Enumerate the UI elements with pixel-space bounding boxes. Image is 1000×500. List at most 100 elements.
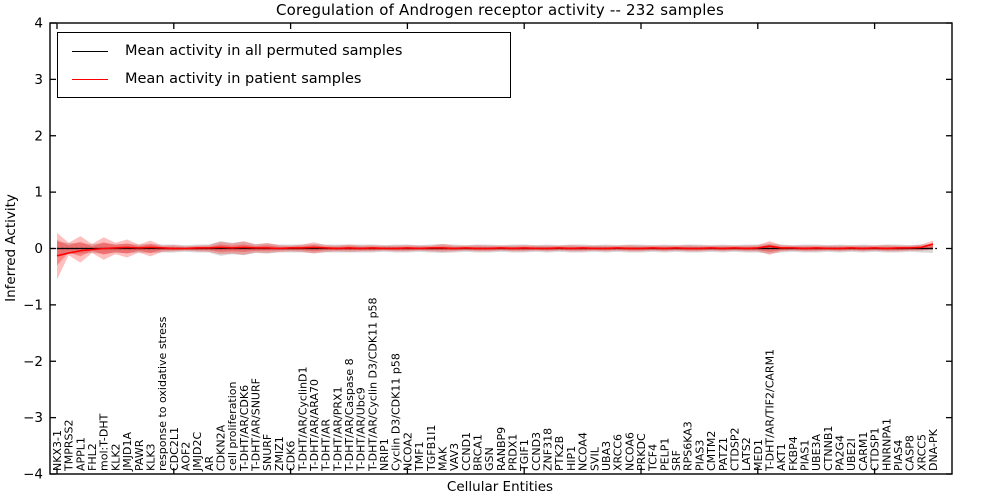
x-tick-label: CTDSP1 (869, 428, 882, 471)
permuted-line-swatch (72, 50, 108, 52)
x-tick-label: cell proliferation (226, 381, 239, 471)
legend-entry-patient: Mean activity in patient samples (58, 65, 510, 93)
x-tick-label: FKBP4 (787, 436, 800, 471)
x-tick-label: KLK2 (109, 443, 122, 471)
x-tick-label: VAV3 (448, 443, 461, 471)
patient-line-swatch (72, 78, 108, 80)
legend: Mean activity in all permuted samples Me… (57, 32, 511, 98)
x-tick-label: SRF (670, 450, 683, 471)
x-tick-label: ZMIZ1 (273, 436, 286, 471)
x-tick-label: UBE2I (845, 438, 858, 471)
y-tick-label: −4 (23, 467, 43, 483)
x-tick-label: MAK (436, 446, 449, 471)
x-tick-label: T-DHT/AR/Caspase 8 (343, 358, 356, 472)
y-tick-label: −1 (23, 297, 43, 313)
x-tick-label: TMPRSS2 (63, 420, 76, 472)
x-tick-label: PELP1 (658, 438, 671, 471)
x-tick-label: mol:T-DHT (98, 413, 111, 471)
x-tick-label: NCOA4 (577, 432, 590, 471)
legend-entry-permuted: Mean activity in all permuted samples (58, 37, 510, 65)
x-tick-label: T-DHT/AR/Cyclin D3/CDK11 p58 (366, 297, 379, 472)
x-tick-label: CASP8 (904, 435, 917, 471)
x-tick-label: RPS6KA3 (682, 421, 695, 471)
x-tick-label: ZNF318 (542, 428, 555, 471)
x-tick-label: T-DHT/AR/Ubc9 (355, 387, 368, 472)
patient-samples-spread-outer-band (57, 232, 933, 280)
x-tick-label: TCF4 (647, 444, 660, 472)
x-tick-label: NRIP1 (378, 438, 391, 471)
x-tick-label: PA2G4 (834, 435, 847, 471)
x-tick-label: PRDX1 (507, 434, 520, 471)
y-tick-label: 0 (34, 241, 43, 257)
y-tick-label: 2 (34, 128, 43, 144)
x-tick-label: KLK3 (144, 443, 157, 471)
x-tick-label: T-DHT/AR (320, 419, 333, 472)
x-tick-label: SNURF (261, 434, 274, 471)
x-tick-label: TMF1 (413, 441, 426, 472)
x-tick-label: NCOA6 (623, 432, 636, 471)
x-tick-label: PIAS3 (693, 440, 706, 471)
y-tick-label: −3 (23, 410, 43, 426)
x-tick-label: CTDSP2 (728, 428, 741, 471)
x-tick-label: CCND1 (460, 432, 473, 471)
x-tick-label: T-DHT/AR/TIF2/CARM1 (763, 349, 776, 472)
x-tick-label: PTK2B (553, 436, 566, 471)
x-tick-label: TGIF1 (518, 439, 531, 472)
x-tick-label: PIAS4 (892, 440, 905, 471)
x-tick-label: CCND3 (530, 432, 543, 471)
x-tick-label: HNRNPA1 (880, 418, 893, 471)
x-tick-label: APPL1 (74, 437, 87, 471)
x-tick-label: T-DHT/AR/PRX1 (331, 386, 344, 472)
y-tick-label: −2 (23, 354, 43, 370)
legend-label-permuted: Mean activity in all permuted samples (125, 43, 403, 59)
x-tick-label: JMJD1A (121, 432, 134, 472)
x-tick-label: UBE3A (810, 433, 823, 471)
x-tick-label: DNA-PK (927, 428, 940, 471)
y-tick-label: 3 (34, 72, 43, 88)
x-tick-label: LATS2 (740, 437, 753, 471)
x-tick-label: JMJD2C (191, 432, 204, 472)
x-tick-label: T-DHT/AR/ARA70 (308, 379, 321, 472)
x-tick-label: MED1 (752, 439, 765, 471)
x-tick-label: BRCA1 (471, 434, 484, 471)
x-tick-label: XRCC5 (915, 434, 928, 471)
x-axis-label: Cellular Entities (446, 479, 554, 495)
x-tick-label: Cyclin D3/CDK11 p58 (390, 353, 403, 471)
x-tick-label: CDC2L1 (168, 427, 181, 471)
x-tick-label: T-DHT/AR/CDK6 (238, 385, 251, 472)
patient-mean-line (56, 243, 934, 257)
x-tick-label: NKX3-1 (51, 430, 64, 471)
x-tick-label: T-DHT/AR/CyclinD1 (296, 366, 309, 472)
x-tick-label: SVIL (588, 446, 601, 471)
x-tick-label: PATZ1 (717, 437, 730, 471)
x-tick-label: T-DHT/AR/SNURF (250, 378, 263, 472)
x-tick-label: FHL2 (86, 443, 99, 471)
x-tick-label: XRCC6 (612, 434, 625, 471)
x-tick-label: CDKN2A (215, 424, 228, 471)
chart-title: Coregulation of Androgen receptor activi… (275, 1, 725, 19)
x-tick-label: CMTM2 (705, 431, 718, 471)
x-tick-label: CARM1 (857, 432, 870, 471)
y-tick-label: 4 (34, 16, 43, 32)
x-tick-label: UBA3 (600, 441, 613, 471)
patient-samples-spread-inner-band (57, 240, 933, 266)
x-tick-label: AR (203, 455, 216, 471)
x-tick-label: GSN (483, 447, 496, 471)
x-tick-label: PRKDC (635, 433, 648, 471)
x-tick-label: RANBP9 (495, 427, 508, 471)
x-tick-label: CTNNB1 (822, 426, 835, 471)
x-tick-label: AOF2 (179, 442, 192, 471)
x-tick-label: TGFB1I1 (425, 425, 438, 472)
y-axis-label: Inferred Activity (3, 194, 19, 302)
x-tick-label: PIAS1 (799, 440, 812, 471)
x-tick-label: AKT1 (775, 443, 788, 471)
x-tick-label: HIP1 (565, 446, 578, 471)
y-tick-label: 1 (34, 185, 43, 201)
x-tick-label: response to oxidative stress (156, 316, 169, 471)
x-tick-label: PAWR (133, 439, 146, 471)
legend-label-patient: Mean activity in patient samples (125, 71, 362, 87)
x-tick-label: CDK6 (285, 441, 298, 471)
x-tick-label: NCOA2 (401, 432, 414, 471)
